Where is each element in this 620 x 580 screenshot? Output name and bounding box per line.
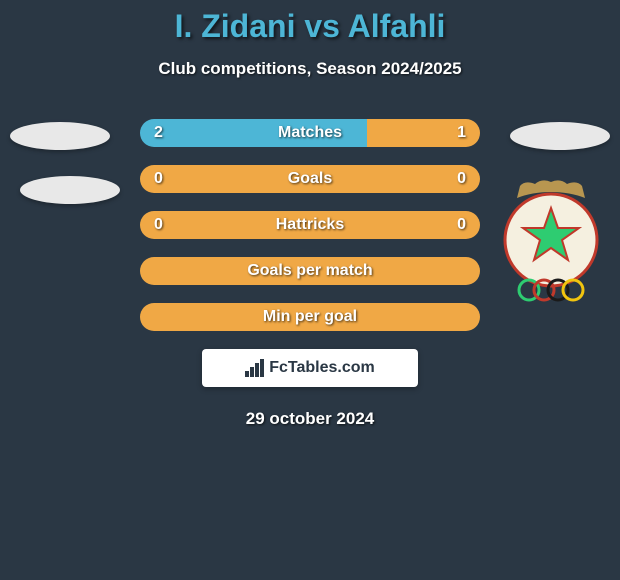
- stat-row: 2 1 Matches: [140, 119, 480, 147]
- chart-icon: [245, 359, 265, 377]
- page-subtitle: Club competitions, Season 2024/2025: [0, 59, 620, 79]
- brand-text: FcTables.com: [269, 359, 375, 377]
- stat-row: Goals per match: [140, 257, 480, 285]
- stat-row: Min per goal: [140, 303, 480, 331]
- page-title: I. Zidani vs Alfahli: [0, 8, 620, 45]
- stat-label: Hattricks: [276, 216, 344, 234]
- stat-row: 0 0 Hattricks: [140, 211, 480, 239]
- comparison-card: I. Zidani vs Alfahli Club competitions, …: [0, 0, 620, 429]
- stat-label: Matches: [278, 124, 342, 142]
- date-text: 29 october 2024: [0, 409, 620, 429]
- stat-left-value: 0: [154, 170, 163, 188]
- stat-left-value: 0: [154, 216, 163, 234]
- stat-label: Goals: [288, 170, 332, 188]
- stat-label: Min per goal: [263, 308, 357, 326]
- stat-right-value: 0: [457, 170, 466, 188]
- stat-right-value: 1: [457, 124, 466, 142]
- stat-right-value: 0: [457, 216, 466, 234]
- stat-label: Goals per match: [247, 262, 372, 280]
- stat-row: 0 0 Goals: [140, 165, 480, 193]
- stat-left-value: 2: [154, 124, 163, 142]
- stats-area: 2 1 Matches 0 0 Goals 0 0 Hattricks Goals per mat…: [0, 119, 620, 331]
- brand-box[interactable]: FcTables.com: [202, 349, 418, 387]
